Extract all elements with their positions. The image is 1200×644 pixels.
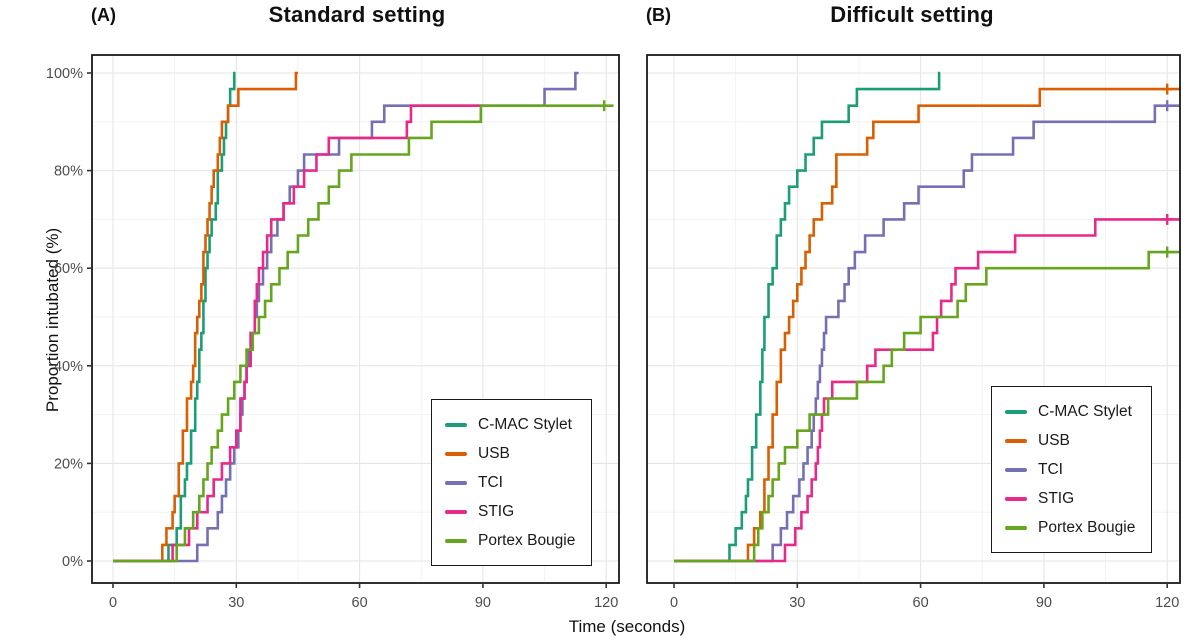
legend-swatch-icon [1005, 525, 1027, 530]
censor-mark-icon [1161, 83, 1173, 95]
x-tick-label: 90 [1036, 595, 1052, 611]
censor-mark-icon [598, 100, 610, 112]
panel-border [91, 54, 620, 584]
axis-ticks: 0 30 60 90 120 0% 20% 40% 60% 80% 100% [46, 66, 618, 611]
x-tick-label: 90 [475, 595, 491, 611]
legend-swatch-icon [1005, 496, 1027, 501]
series-portex-bougie [113, 104, 614, 563]
legend-item-label: Portex Bougie [1038, 518, 1136, 536]
x-axis-label: Time (seconds) [568, 617, 686, 636]
x-tick-label: 30 [789, 595, 805, 611]
legend-item-label: C-MAC Stylet [478, 415, 572, 433]
legend-item-label: TCI [478, 473, 503, 491]
legend-b: C-MAC Stylet USB TCI STIG Portex Bougie [991, 386, 1153, 553]
y-tick-label: 100% [46, 66, 83, 82]
legend-swatch-icon [445, 509, 467, 514]
censor-mark-icon [1161, 246, 1173, 258]
legend-item: USB [1005, 426, 1135, 455]
legend-item-label: Portex Bougie [478, 531, 576, 549]
series-portex-bougie [674, 250, 1180, 563]
x-tick-label: 0 [670, 595, 678, 611]
y-tick-label: 20% [54, 456, 83, 472]
legend-item-label: STIG [478, 502, 515, 520]
panel-border [646, 54, 1181, 584]
legend-item-label: USB [1038, 431, 1070, 449]
x-tick-label: 0 [109, 595, 117, 611]
series-stig [674, 218, 1180, 563]
legend-swatch-icon [445, 538, 467, 543]
legend-item-label: C-MAC Stylet [1038, 402, 1132, 420]
legend-swatch-icon [1005, 467, 1027, 472]
legend-swatch-icon [445, 451, 467, 456]
series-c-mac-stylet [674, 71, 941, 563]
y-tick-label: 0% [62, 554, 83, 570]
curves [113, 71, 614, 563]
legend-swatch-icon [445, 480, 467, 485]
legend-item: Portex Bougie [445, 526, 575, 555]
legend-item: USB [445, 439, 575, 468]
legend-item-label: TCI [1038, 460, 1063, 478]
legend-a: C-MAC Stylet USB TCI STIG Portex Bougie [431, 399, 593, 566]
legend-item-label: USB [478, 444, 510, 462]
legend-item: STIG [1005, 484, 1135, 513]
curves [674, 71, 1180, 563]
legend-item: STIG [445, 497, 575, 526]
legend-item: Portex Bougie [1005, 513, 1135, 542]
legend-item: TCI [1005, 455, 1135, 484]
series-usb [674, 87, 1180, 563]
legend-swatch-icon [1005, 409, 1027, 414]
x-tick-label: 120 [1155, 595, 1179, 611]
panel-group: 0 30 60 90 120 0% 20% 40% 60% 80% 100% [46, 54, 620, 611]
panel-b-tag: (B) [646, 5, 671, 25]
y-tick-label: 80% [54, 164, 83, 180]
censor-mark-icon [1161, 213, 1173, 225]
x-tick-label: 30 [228, 595, 244, 611]
legend-swatch-icon [1005, 438, 1027, 443]
legend-item-label: STIG [1038, 489, 1075, 507]
series-c-mac-stylet [113, 71, 236, 563]
x-tick-label: 120 [594, 595, 618, 611]
series-tci [674, 104, 1180, 563]
panel-b-title: Difficult setting [830, 2, 994, 27]
legend-swatch-icon [445, 422, 467, 427]
panel-a-tag: (A) [91, 5, 116, 25]
panel-a-title: Standard setting [268, 2, 446, 27]
series-stig [113, 104, 483, 563]
legend-item: TCI [445, 468, 575, 497]
y-tick-label: 60% [54, 261, 83, 277]
x-tick-label: 60 [913, 595, 929, 611]
panel-a-plot: 0 30 60 90 120 0% 20% 40% 60% 80% 100% [46, 54, 620, 611]
legend-item: C-MAC Stylet [1005, 397, 1135, 426]
x-tick-label: 60 [352, 595, 368, 611]
axis-ticks: 0 30 60 90 120 [670, 583, 1179, 611]
series-usb [113, 71, 298, 563]
legend-item: C-MAC Stylet [445, 410, 575, 439]
censor-mark-icon [1161, 100, 1173, 112]
y-tick-label: 40% [54, 359, 83, 375]
